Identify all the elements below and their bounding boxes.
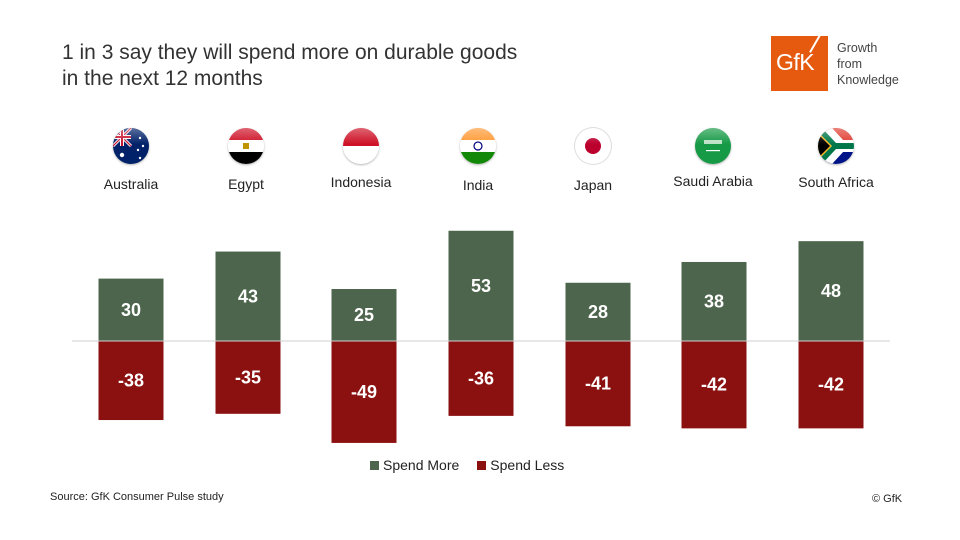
country-header: South Africa	[776, 128, 896, 190]
legend-item-spend-less: Spend Less	[477, 457, 564, 473]
egypt-flag-icon	[228, 128, 264, 164]
title-line-1: 1 in 3 say they will spend more on durab…	[62, 41, 518, 64]
data-label: -38	[118, 371, 144, 391]
data-label: -42	[818, 375, 844, 395]
country-label: Saudi Arabia	[673, 173, 753, 189]
legend-item-spend-more: Spend More	[370, 457, 459, 473]
bar-spend-more-india	[448, 230, 514, 341]
country-header: India	[418, 128, 538, 193]
bar-spend-less-indonesia	[331, 341, 397, 443]
country-label: Indonesia	[330, 174, 392, 190]
bar-spend-less-india	[448, 341, 514, 416]
data-label: 30	[121, 300, 141, 320]
japan-flag-icon	[575, 128, 611, 164]
bar-spend-less-egypt	[215, 341, 281, 414]
country-header: Indonesia	[301, 128, 421, 190]
country-label: Japan	[573, 177, 613, 193]
title-line-2: in the next 12 months	[62, 67, 263, 90]
country-label: Australia	[103, 176, 159, 192]
country-label: Egypt	[228, 176, 264, 192]
data-label: 38	[704, 291, 724, 311]
bar-spend-more-indonesia	[331, 289, 397, 341]
south-africa-flag-icon	[818, 128, 854, 164]
bar-spend-more-japan	[565, 282, 631, 341]
bar-spend-less-japan	[565, 341, 631, 427]
chart-title: 1 in 3 say they will spend more on durab…	[62, 40, 517, 92]
data-label: -49	[351, 382, 377, 402]
india-flag-icon	[460, 128, 496, 164]
bar-spend-less-australia	[98, 341, 164, 421]
data-label: 43	[238, 286, 258, 306]
tagline-line: Growth	[837, 41, 878, 55]
bar-spend-more-saudi-arabia	[681, 261, 747, 341]
bar-spend-more-egypt	[215, 251, 281, 341]
tagline-line: Knowledge	[837, 73, 899, 87]
indonesia-flag-icon	[343, 128, 379, 164]
gfk-logo: GfK	[771, 36, 828, 91]
tagline-line: from	[837, 57, 862, 71]
data-label: -41	[585, 374, 611, 394]
legend-swatch-spend-less	[477, 460, 487, 470]
source-note: Source: GfK Consumer Pulse study	[50, 491, 224, 503]
data-label: -42	[701, 375, 727, 395]
legend-label: Spend Less	[490, 457, 565, 473]
data-label: -35	[235, 367, 261, 387]
bar-spend-more-south-africa	[798, 241, 864, 341]
chart-legend: Spend More Spend Less	[370, 457, 564, 473]
data-label: 48	[821, 281, 841, 301]
bar-spend-less-south-africa	[798, 341, 864, 429]
country-header: Australia	[71, 128, 191, 192]
bar-spend-less-saudi-arabia	[681, 341, 747, 429]
country-header: Saudi Arabia	[653, 128, 773, 189]
logo-tagline: Growth from Knowledge	[837, 40, 899, 88]
data-label: 28	[588, 302, 608, 322]
country-label: South Africa	[798, 174, 874, 190]
data-label: 53	[471, 276, 491, 296]
copyright-note: © GfK	[872, 493, 903, 505]
saudi-arabia-flag-icon	[695, 128, 731, 164]
data-label: 25	[354, 305, 374, 325]
legend-swatch-spend-more	[370, 460, 379, 470]
country-label: India	[462, 177, 494, 193]
country-header: Japan	[533, 128, 653, 193]
bar-spend-more-australia	[98, 278, 164, 341]
data-label: -36	[468, 368, 494, 388]
legend-label: Spend More	[383, 457, 460, 473]
country-header: Egypt	[186, 128, 306, 192]
logo-mark: GfK	[776, 49, 815, 75]
